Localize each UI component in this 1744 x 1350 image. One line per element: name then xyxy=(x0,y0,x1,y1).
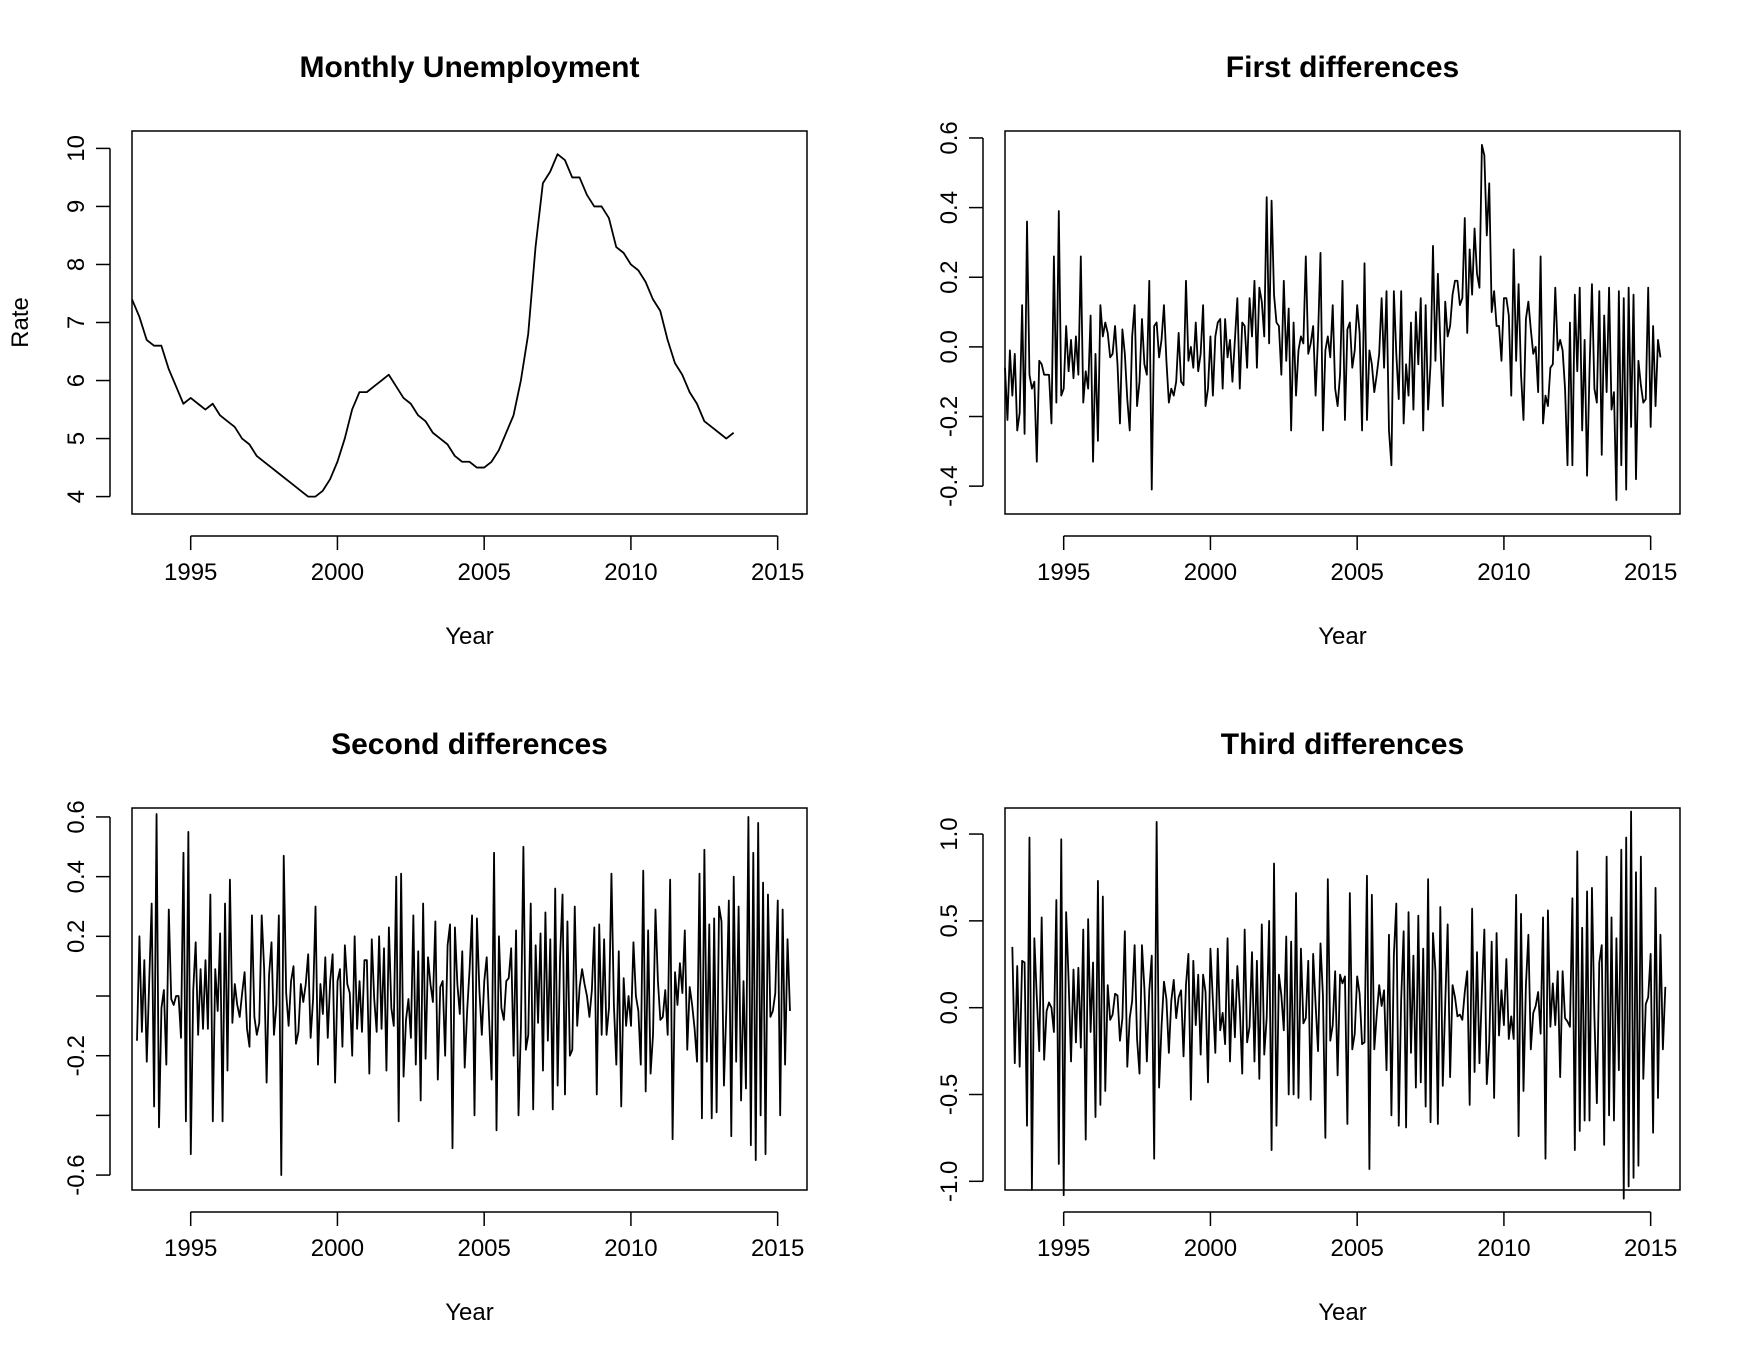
y-tick-label: 0.6 xyxy=(63,800,90,833)
x-tick-label: 2010 xyxy=(604,559,657,586)
x-tick-label: 2005 xyxy=(457,559,510,586)
x-tick-label: 2015 xyxy=(1624,559,1677,586)
chart-panel-2: First differences 1995 2000 2005 2010 2015 -0.… xyxy=(936,51,1681,650)
chart-panel-4: Third differences 1995 2000 2005 2010 2015 -1.… xyxy=(936,728,1681,1326)
chart-title: First differences xyxy=(1226,51,1459,84)
x-tick-label: 1995 xyxy=(164,559,217,586)
chart-panel-1: Monthly Unemployment 1995 2000 2005 2010 2015… xyxy=(7,51,808,650)
x-tick-label: 2005 xyxy=(1330,1235,1383,1262)
y-tick-label: -0.6 xyxy=(63,1154,90,1195)
plot-frame xyxy=(1004,807,1681,1191)
x-tick-label: 2010 xyxy=(1477,1235,1530,1262)
x-tick-label: 2015 xyxy=(1624,1235,1677,1262)
y-tick-label: 0.0 xyxy=(936,991,963,1024)
series-line xyxy=(131,153,735,498)
y-tick-label: 10 xyxy=(63,135,90,162)
y-tick-label: -0.4 xyxy=(936,465,963,506)
y-tick-label: 0.0 xyxy=(936,330,963,363)
x-tick-label: 2010 xyxy=(604,1235,657,1262)
x-axis-label: Year xyxy=(1318,1299,1367,1326)
x-axis-label: Year xyxy=(445,623,494,650)
x-tick-label: 2015 xyxy=(751,1235,804,1262)
y-tick-label: 0.4 xyxy=(63,860,90,893)
series-line xyxy=(1011,810,1667,1200)
x-tick-label: 2010 xyxy=(1477,559,1530,586)
x-tick-label: 2005 xyxy=(457,1235,510,1262)
chart-title: Second differences xyxy=(331,728,608,761)
y-tick-label: 0.6 xyxy=(936,121,963,154)
y-tick-label: 7 xyxy=(63,316,90,329)
series-line xyxy=(1004,144,1662,501)
y-tick-label: 0.4 xyxy=(936,191,963,224)
y-tick-label: 4 xyxy=(63,490,90,503)
x-tick-label: 1995 xyxy=(1037,559,1090,586)
x-tick-label: 2000 xyxy=(1184,1235,1237,1262)
plot-frame xyxy=(131,130,808,515)
x-tick-label: 2000 xyxy=(1184,559,1237,586)
chart-title: Monthly Unemployment xyxy=(299,51,639,84)
y-tick-label: 6 xyxy=(63,374,90,387)
x-tick-label: 2000 xyxy=(311,1235,364,1262)
y-tick-label: -0.5 xyxy=(936,1074,963,1115)
y-tick-label: -1.0 xyxy=(936,1161,963,1202)
y-tick-label: 8 xyxy=(63,258,90,271)
x-tick-label: 1995 xyxy=(164,1235,217,1262)
y-tick-label: 9 xyxy=(63,200,90,213)
x-tick-label: 2015 xyxy=(751,559,804,586)
x-tick-label: 2005 xyxy=(1330,559,1383,586)
plot-frame xyxy=(1004,130,1681,515)
y-tick-label: 0.2 xyxy=(63,920,90,953)
y-tick-label: -0.2 xyxy=(936,396,963,437)
y-axis-label: Rate xyxy=(7,297,34,348)
series-line xyxy=(136,813,791,1176)
x-tick-label: 2000 xyxy=(311,559,364,586)
x-axis-label: Year xyxy=(445,1299,494,1326)
x-tick-label: 1995 xyxy=(1037,1235,1090,1262)
y-tick-label: 5 xyxy=(63,432,90,445)
chart-panel-3: Second differences 1995 2000 2005 2010 2015 -0… xyxy=(63,728,808,1326)
chart-title: Third differences xyxy=(1221,728,1464,761)
plot-frame xyxy=(131,807,808,1191)
y-tick-label: 0.5 xyxy=(936,904,963,937)
y-tick-label: 1.0 xyxy=(936,817,963,850)
x-axis-label: Year xyxy=(1318,623,1367,650)
y-tick-label: 0.2 xyxy=(936,261,963,294)
y-tick-label: -0.2 xyxy=(63,1035,90,1076)
